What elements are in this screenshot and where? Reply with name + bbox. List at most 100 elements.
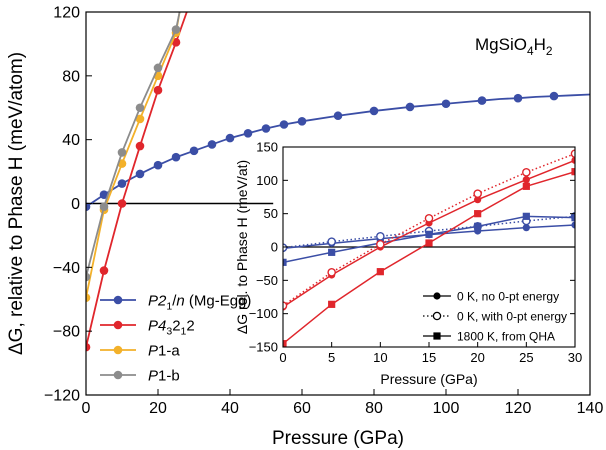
series-line-2	[86, 12, 181, 298]
main-legend: P21/n (Mg-Egg) P43212 P1-a P1-b	[100, 293, 251, 385]
series-0-point-14	[369, 106, 379, 116]
inset-legend: 0 K, no 0-pt energy 0 K, with 0-pt energy…	[423, 290, 567, 344]
chart-title-part-0: MgSiO	[475, 35, 527, 54]
inset-series-5-point-6	[571, 168, 575, 176]
inset-series-5-point-2	[376, 268, 384, 276]
legend-marker-1	[113, 320, 123, 330]
inset-legend-marker-0	[433, 292, 441, 300]
inset-series-4-point-0	[283, 301, 288, 310]
inset-series-3-point-6	[571, 156, 575, 164]
inset-series-5-point-4	[474, 210, 482, 218]
legend-label-1-part-0: P4	[148, 318, 166, 335]
y-tick-label-2: −40	[53, 260, 80, 277]
x-tick-label-1: 20	[149, 400, 167, 417]
x-axis-label: Pressure (GPa)	[272, 428, 404, 449]
legend-label-0-part-0: P2	[148, 293, 167, 310]
inset-y-tick-label-0: −150	[249, 340, 278, 355]
legend-label-1-part-2: 2	[172, 318, 180, 335]
series-0-point-4	[153, 160, 163, 170]
series-0-point-11	[279, 120, 289, 129]
inset-series-5-point-0	[283, 340, 287, 347]
y-tick-label-1: −80	[53, 324, 80, 341]
inset-series-2-point-3	[425, 230, 433, 238]
y-tick-label-3: 0	[71, 196, 80, 213]
series-0-point-20	[513, 93, 523, 103]
legend-label-3-part-0: P	[148, 368, 158, 385]
series-1-point-4	[153, 85, 163, 95]
series-3-point-1	[99, 202, 109, 211]
inset-series-4-point-4	[473, 189, 482, 198]
inset-x-tick-label-5: 25	[519, 350, 533, 365]
series-0-point-2	[117, 179, 127, 188]
legend-label-1-part-4: 2	[186, 318, 194, 335]
legend-label-3: P1-b	[148, 368, 180, 385]
series-0-point-22	[549, 91, 559, 101]
inset-y-tick-label-2: −50	[256, 273, 278, 288]
inset-legend-label-2: 1800 K, from QHA	[457, 330, 555, 344]
legend-marker-0	[113, 295, 123, 305]
inset-series-2-point-4	[474, 222, 482, 230]
inset-y-tick-label-6: 150	[256, 140, 278, 155]
y-tick-label-4: 40	[62, 132, 80, 149]
series-1-point-3	[135, 141, 145, 151]
series-0-point-8	[225, 133, 235, 143]
inset-x-tick-label-3: 15	[422, 350, 436, 365]
legend-label-0-part-3: n	[176, 293, 184, 310]
inset-series-4-point-3	[424, 214, 434, 223]
inset-y-tick-label-3: 0	[271, 240, 278, 255]
series-0-point-10	[261, 124, 271, 133]
y-tick-label-5: 80	[62, 68, 80, 85]
inset-x-tick-label-2: 10	[373, 350, 387, 365]
series-0-point-13	[333, 111, 343, 121]
series-0-point-5	[171, 152, 181, 162]
series-0-point-7	[207, 140, 217, 149]
series-0-point-3	[135, 169, 145, 179]
series-0-point-15	[405, 102, 415, 112]
inset-series-1-point-0	[283, 243, 288, 252]
series-2-point-3	[135, 114, 145, 124]
inset-series-3-point-4	[474, 196, 482, 204]
series-0-point-12	[297, 117, 307, 126]
inset-y-axis-label: ΔG rel. to Phase H (meV/at)	[234, 160, 250, 334]
chart-title-part-2: H	[534, 35, 546, 54]
series-2-point-0	[86, 293, 91, 302]
series-0-point-6	[189, 146, 199, 156]
inset-legend-label-1: 0 K, with 0-pt energy	[457, 310, 567, 324]
inset-series-1-point-2	[376, 232, 385, 241]
x-tick-label-7: 140	[577, 400, 604, 417]
series-1-point-2	[117, 199, 127, 208]
x-tick-label-0: 0	[82, 400, 91, 417]
inset-y-tick-label-5: 100	[256, 173, 278, 188]
inset-x-tick-label-6: 30	[568, 350, 582, 365]
series-3-point-5	[171, 25, 181, 34]
x-tick-label-2: 40	[221, 400, 239, 417]
legend-label-1-part-1: 3	[166, 326, 172, 338]
inset-series-2-point-1	[328, 248, 336, 256]
x-tick-label-5: 100	[433, 400, 460, 417]
inset-series-0-point-5	[522, 224, 530, 232]
inset-legend-marker-2	[433, 332, 441, 340]
series-3-point-3	[135, 103, 145, 113]
x-tick-label-6: 120	[505, 400, 532, 417]
inset-y-tick-label-1: −100	[249, 306, 278, 321]
legend-marker-2	[113, 345, 123, 355]
series-line-3	[86, 12, 181, 278]
legend-label-0: P21/n (Mg-Egg)	[148, 293, 251, 313]
main-plot: 0 20 40 60 80 100 120 140−120−80−4004080120Pres…	[6, 5, 603, 450]
series-1-point-1	[99, 266, 109, 275]
y-axis-label: ΔG, relative to Phase H (meV/atom)	[6, 52, 27, 355]
inset-series-0-point-6	[571, 221, 575, 229]
chart-title-part-3: 2	[546, 44, 553, 58]
legend-label-2-part-0: P	[148, 343, 158, 360]
series-0-point-1	[99, 190, 109, 200]
inset-series-1-point-1	[327, 237, 336, 246]
inset-series-group	[283, 149, 575, 347]
legend-label-2-part-1: 1-a	[158, 343, 180, 360]
x-tick-label-3: 60	[293, 400, 311, 417]
legend-label-1: P43212	[148, 318, 195, 338]
series-3-point-4	[153, 63, 163, 73]
series-3-point-0	[86, 272, 91, 282]
inset-x-axis-label: Pressure (GPa)	[380, 371, 477, 387]
series-3-point-2	[117, 148, 127, 157]
